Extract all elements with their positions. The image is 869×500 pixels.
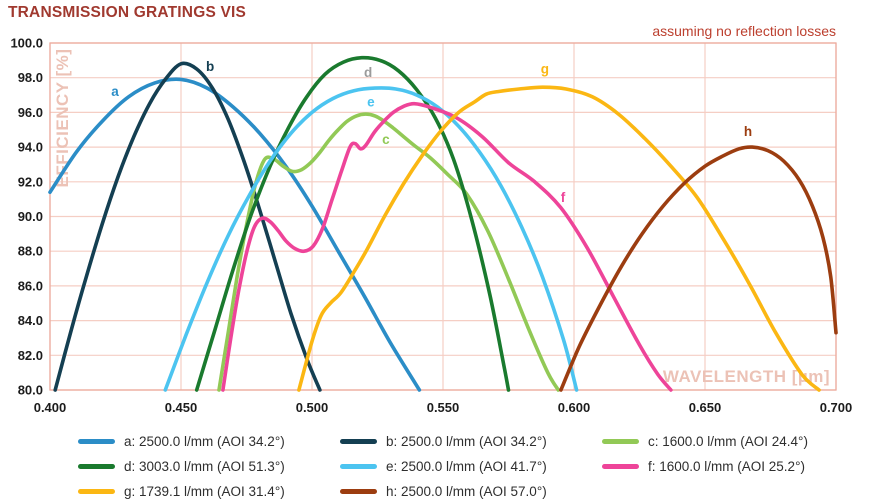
legend-swatch-e: [340, 464, 377, 469]
x-tick-label: 0.500: [296, 400, 329, 415]
legend-item-g: g: 1739.1 l/mm (AOI 31.4°): [78, 484, 340, 499]
x-tick-label: 0.400: [34, 400, 67, 415]
legend-swatch-d: [78, 464, 115, 469]
plot-border: [49, 42, 837, 391]
legend-item-h: h: 2500.0 l/mm (AOI 57.0°): [340, 484, 602, 499]
y-tick-label: 80.0: [18, 383, 43, 398]
y-tick-label: 86.0: [18, 278, 43, 293]
legend-item-b: b: 2500.0 l/mm (AOI 34.2°): [340, 434, 602, 449]
legend-swatch-h: [340, 489, 377, 494]
curve-d: [194, 55, 511, 392]
x-tick-label: 0.600: [558, 400, 591, 415]
legend-swatch-g: [78, 489, 115, 494]
y-tick-label: 90.0: [18, 209, 43, 224]
x-axis-title: WAVELENGTH [µm]: [663, 367, 830, 386]
legend-item-f: f: 1600.0 l/mm (AOI 25.2°): [602, 459, 864, 474]
curve-label-h: h: [744, 124, 752, 139]
curve-label-c: c: [382, 132, 390, 147]
x-tick-label: 0.650: [689, 400, 722, 415]
curve-label-f: f: [561, 190, 566, 205]
page-title: TRANSMISSION GRATINGS VIS: [8, 4, 247, 21]
y-tick-label: 92.0: [18, 174, 43, 189]
legend-label-a: a: 2500.0 l/mm (AOI 34.2°): [124, 434, 285, 449]
legend-label-h: h: 2500.0 l/mm (AOI 57.0°): [386, 484, 547, 499]
y-tick-label: 88.0: [18, 244, 43, 259]
x-tick-label: 0.550: [427, 400, 460, 415]
legend-label-b: b: 2500.0 l/mm (AOI 34.2°): [386, 434, 547, 449]
legend-label-d: d: 3003.0 l/mm (AOI 51.3°): [124, 459, 285, 474]
y-axis-title: EFFICIENCY [%]: [53, 49, 72, 188]
y-tick-label: 94.0: [18, 140, 43, 155]
legend-swatch-f: [602, 464, 639, 469]
curve-f: [221, 101, 673, 392]
legend-swatch-b: [340, 439, 377, 444]
x-tick-label: 0.700: [820, 400, 853, 415]
x-tick-label: 0.450: [165, 400, 198, 415]
curve-g: [297, 85, 821, 392]
legend-item-e: e: 2500.0 l/mm (AOI 41.7°): [340, 459, 602, 474]
legend-item-c: c: 1600.0 l/mm (AOI 24.4°): [602, 434, 864, 449]
legend-label-f: f: 1600.0 l/mm (AOI 25.2°): [648, 459, 805, 474]
legend-swatch-c: [602, 439, 639, 444]
y-tick-label: 98.0: [18, 70, 43, 85]
chart-annotation: assuming no reflection losses: [652, 23, 836, 39]
curve-label-d: d: [364, 65, 372, 80]
legend-label-g: g: 1739.1 l/mm (AOI 31.4°): [124, 484, 285, 499]
curve-label-e: e: [367, 95, 375, 110]
curve-e: [163, 86, 579, 392]
legend-item-d: d: 3003.0 l/mm (AOI 51.3°): [78, 459, 340, 474]
curve-label-a: a: [111, 84, 119, 99]
y-tick-label: 82.0: [18, 348, 43, 363]
efficiency-chart: EFFICIENCY [%] WAVELENGTH [µm] a b c de f g h 100…: [10, 36, 853, 416]
curve-c: [217, 112, 561, 392]
curve-h: [559, 145, 838, 392]
legend-swatch-a: [78, 439, 115, 444]
legend-label-e: e: 2500.0 l/mm (AOI 41.7°): [386, 459, 547, 474]
curve-label-b: b: [206, 59, 214, 74]
y-tick-label: 96.0: [18, 105, 43, 120]
curve-a: [48, 77, 422, 392]
legend-item-a: a: 2500.0 l/mm (AOI 34.2°): [78, 434, 340, 449]
curve-b: [53, 61, 322, 392]
y-tick-label: 100.0: [10, 36, 43, 51]
legend-label-c: c: 1600.0 l/mm (AOI 24.4°): [648, 434, 808, 449]
y-tick-label: 84.0: [18, 313, 43, 328]
chart-legend: a: 2500.0 l/mm (AOI 34.2°) b: 2500.0 l/mm…: [0, 429, 869, 500]
curve-label-g: g: [541, 62, 549, 77]
